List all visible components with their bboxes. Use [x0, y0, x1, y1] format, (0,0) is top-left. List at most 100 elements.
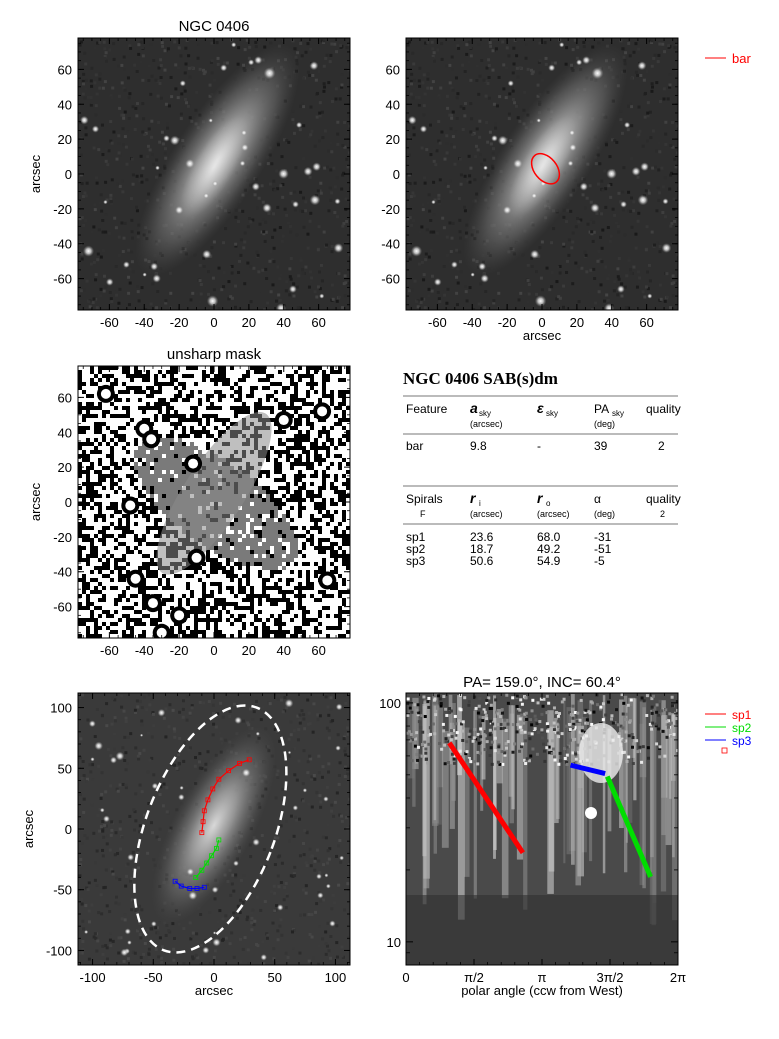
noise-pixel	[465, 223, 469, 227]
noise-pixel	[637, 105, 641, 109]
noise-pixel	[246, 546, 250, 550]
noise-pixel	[226, 398, 230, 402]
noise-pixel	[114, 534, 118, 538]
noise-pixel	[246, 406, 250, 410]
noise-pixel	[653, 53, 657, 57]
noise-pixel	[327, 241, 331, 245]
noise-pixel	[92, 146, 96, 150]
noise-pixel	[550, 285, 554, 289]
noise-pixel	[342, 506, 346, 510]
noise-pixel	[90, 430, 94, 434]
noise-pixel	[202, 366, 206, 370]
noise-pixel	[94, 386, 98, 390]
noise-pixel	[106, 478, 110, 482]
noise-pixel	[78, 418, 82, 422]
noise-pixel	[134, 374, 138, 378]
noise-pixel	[126, 366, 130, 370]
noise-pixel	[122, 386, 126, 390]
noise-pixel	[632, 209, 636, 213]
noise-pixel	[222, 410, 226, 414]
noise-pixel	[250, 378, 254, 382]
noise-pixel	[250, 550, 254, 554]
noise-pixel	[436, 48, 440, 52]
noise-pixel	[82, 434, 86, 438]
noise-pixel	[314, 382, 318, 386]
noise-pixel	[83, 96, 87, 100]
noise-pixel	[319, 263, 323, 267]
noise-pixel	[214, 546, 218, 550]
noise-pixel	[342, 454, 346, 458]
noise-pixel	[114, 390, 118, 394]
noise-pixel	[262, 382, 266, 386]
noise-pixel	[114, 478, 118, 482]
noise-pixel	[162, 454, 166, 458]
noise-pixel	[82, 418, 86, 422]
noise-pixel	[326, 466, 330, 470]
noise-pixel	[330, 498, 334, 502]
noise-pixel	[298, 506, 302, 510]
noise-pixel	[114, 394, 118, 398]
noise-pixel	[80, 252, 84, 256]
noise-pixel	[228, 265, 232, 269]
noise-pixel	[202, 418, 206, 422]
noise-pixel	[78, 386, 82, 390]
x-tick-label: -60	[100, 315, 119, 330]
noise-pixel	[629, 76, 633, 80]
noise-pixel	[110, 510, 114, 514]
noise-pixel	[669, 306, 673, 310]
noise-pixel	[98, 446, 102, 450]
noise-pixel	[320, 110, 324, 114]
noise-pixel	[524, 56, 528, 60]
noise-pixel	[129, 46, 133, 50]
noise-pixel	[306, 542, 310, 546]
noise-pixel	[649, 136, 653, 140]
noise-pixel	[658, 250, 662, 254]
noise-pixel	[258, 530, 262, 534]
noise-pixel	[170, 442, 174, 446]
noise-pixel	[146, 406, 150, 410]
noise-pixel	[158, 81, 162, 85]
noise-pixel	[258, 526, 262, 530]
noise-pixel	[621, 47, 625, 51]
noise-pixel	[218, 418, 222, 422]
noise-pixel	[342, 450, 346, 454]
noise-pixel	[286, 438, 290, 442]
noise-pixel	[90, 450, 94, 454]
noise-pixel	[98, 482, 102, 486]
noise-pixel	[161, 44, 165, 48]
noise-pixel	[155, 158, 159, 162]
noise-pixel	[104, 213, 108, 217]
noise-pixel	[94, 104, 98, 108]
noise-pixel	[302, 442, 306, 446]
noise-pixel	[100, 209, 104, 213]
noise-pixel	[426, 201, 430, 205]
noise-pixel	[78, 490, 82, 494]
noise-pixel	[258, 222, 262, 226]
noise-pixel	[302, 550, 306, 554]
noise-pixel	[521, 253, 525, 257]
noise-pixel	[195, 90, 199, 94]
noise-pixel	[507, 112, 511, 116]
noise-pixel	[85, 279, 89, 283]
noise-pixel	[588, 230, 592, 234]
noise-pixel	[84, 126, 88, 130]
noise-pixel	[234, 242, 238, 246]
noise-pixel	[226, 418, 230, 422]
noise-pixel	[258, 41, 262, 45]
noise-pixel	[98, 538, 102, 542]
noise-pixel	[290, 450, 294, 454]
noise-pixel	[609, 195, 613, 199]
noise-pixel	[178, 366, 182, 370]
noise-pixel	[126, 410, 130, 414]
noise-pixel	[310, 394, 314, 398]
noise-pixel	[288, 224, 292, 228]
star	[661, 243, 672, 253]
noise-pixel	[78, 506, 82, 510]
noise-pixel	[338, 438, 342, 442]
noise-pixel	[330, 522, 334, 526]
noise-pixel	[120, 179, 124, 183]
noise-pixel	[463, 209, 467, 213]
noise-pixel	[226, 526, 230, 530]
noise-pixel	[306, 70, 310, 74]
noise-pixel	[338, 522, 342, 526]
